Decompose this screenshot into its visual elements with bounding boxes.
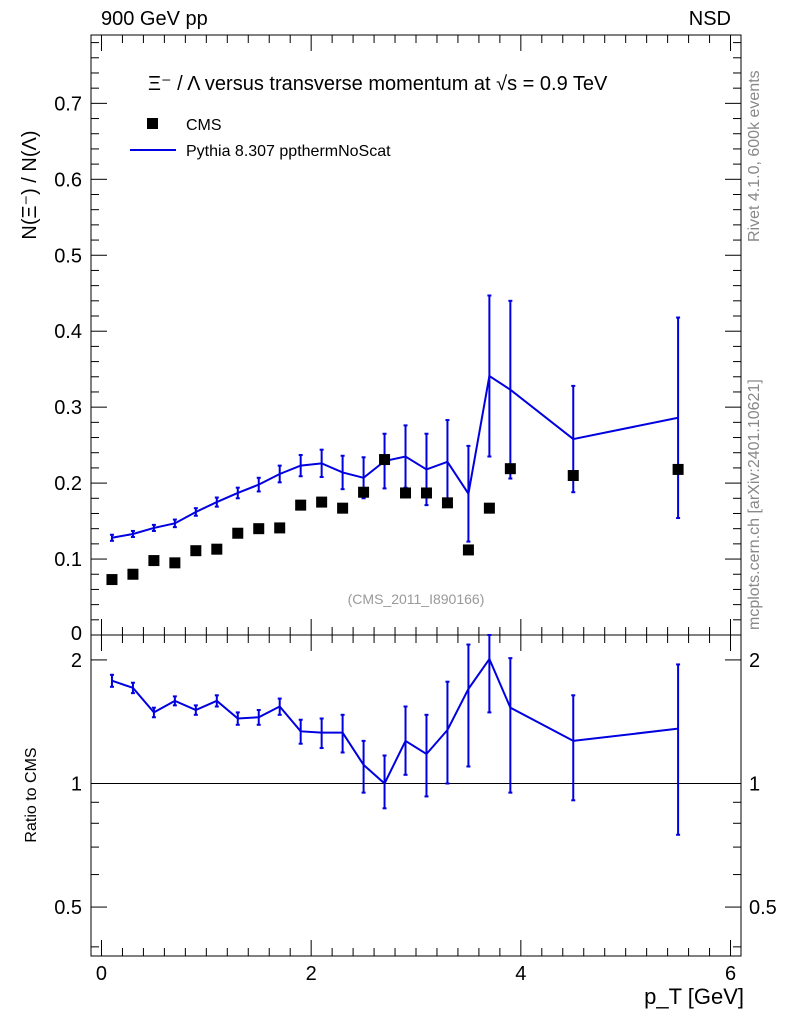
x-tick-label: 0 [96,963,107,985]
legend-cms-marker [147,118,158,129]
x-tick-label: 2 [306,963,317,985]
cms-point [169,557,181,569]
cms-point [462,544,474,556]
ratio-y-tick-label-left: 0.5 [54,897,82,919]
cms-point [483,502,495,514]
cms-point [567,470,579,482]
pythia-line [111,374,679,539]
y-tick-label-zero: 0 [71,623,82,645]
ratio-line [111,656,679,786]
y-tick-label: 0.6 [54,169,82,191]
analysis-watermark: (CMS_2011_I890166) [348,591,485,607]
ratio-y-axis-title: Ratio to CMS [23,747,40,842]
y-tick-label: 0.2 [54,473,82,495]
y-tick-label: 0.5 [54,245,82,267]
cms-point [358,486,370,498]
cms-point [379,454,391,466]
x-tick-label: 6 [725,963,736,985]
cms-point [232,527,244,539]
y-tick-label: 0.4 [54,321,82,343]
main-data [106,294,684,586]
ratio-y-tick-label-right: 0.5 [749,897,777,919]
header-right: NSD [688,8,731,30]
cms-point [211,543,223,555]
cms-point [400,487,412,499]
ratio-y-tick-label-right: 1 [749,773,760,795]
cms-point [316,496,328,508]
cms-point [253,523,265,535]
legend-pythia-label: Pythia 8.307 ppthermNoScat [186,143,391,160]
cms-point [106,574,118,586]
cms-point [441,497,453,509]
x-tick-label: 4 [515,963,526,985]
cms-point [672,463,684,475]
header-left: 900 GeV pp [101,8,208,30]
main-axes: 0.1 0.2 0.3 0.4 0.5 0.6 0.7 0 [54,35,741,645]
cms-point [274,522,286,534]
ratio-panel-frame [90,634,742,957]
y-tick-label: 0.3 [54,397,82,419]
ratio-y-tick-label-left: 1 [71,773,82,795]
cms-point [148,555,160,567]
cms-point [127,568,139,580]
cms-point [420,487,432,499]
cms-point [337,502,349,514]
ratio-y-tick-label-right: 2 [749,650,760,672]
cms-point [190,545,202,557]
x-axis-title: p_T [GeV] [644,984,744,1009]
ratio-axes: 0 2 4 6 0.5 0.5 1 1 2 2 [54,635,777,985]
chart-title: Ξ⁻ / Λ versus transverse momentum at √s … [148,73,608,95]
ratio-data [109,634,681,836]
legend-cms-label: CMS [186,117,222,134]
y-axis-title: N(Ξ⁻) / N(Λ) [19,130,41,239]
y-tick-label: 0.7 [54,93,82,115]
cms-point [504,463,516,475]
cms-point [295,499,307,511]
y-tick-label: 0.1 [54,549,82,571]
ratio-y-tick-label-left: 2 [71,650,82,672]
